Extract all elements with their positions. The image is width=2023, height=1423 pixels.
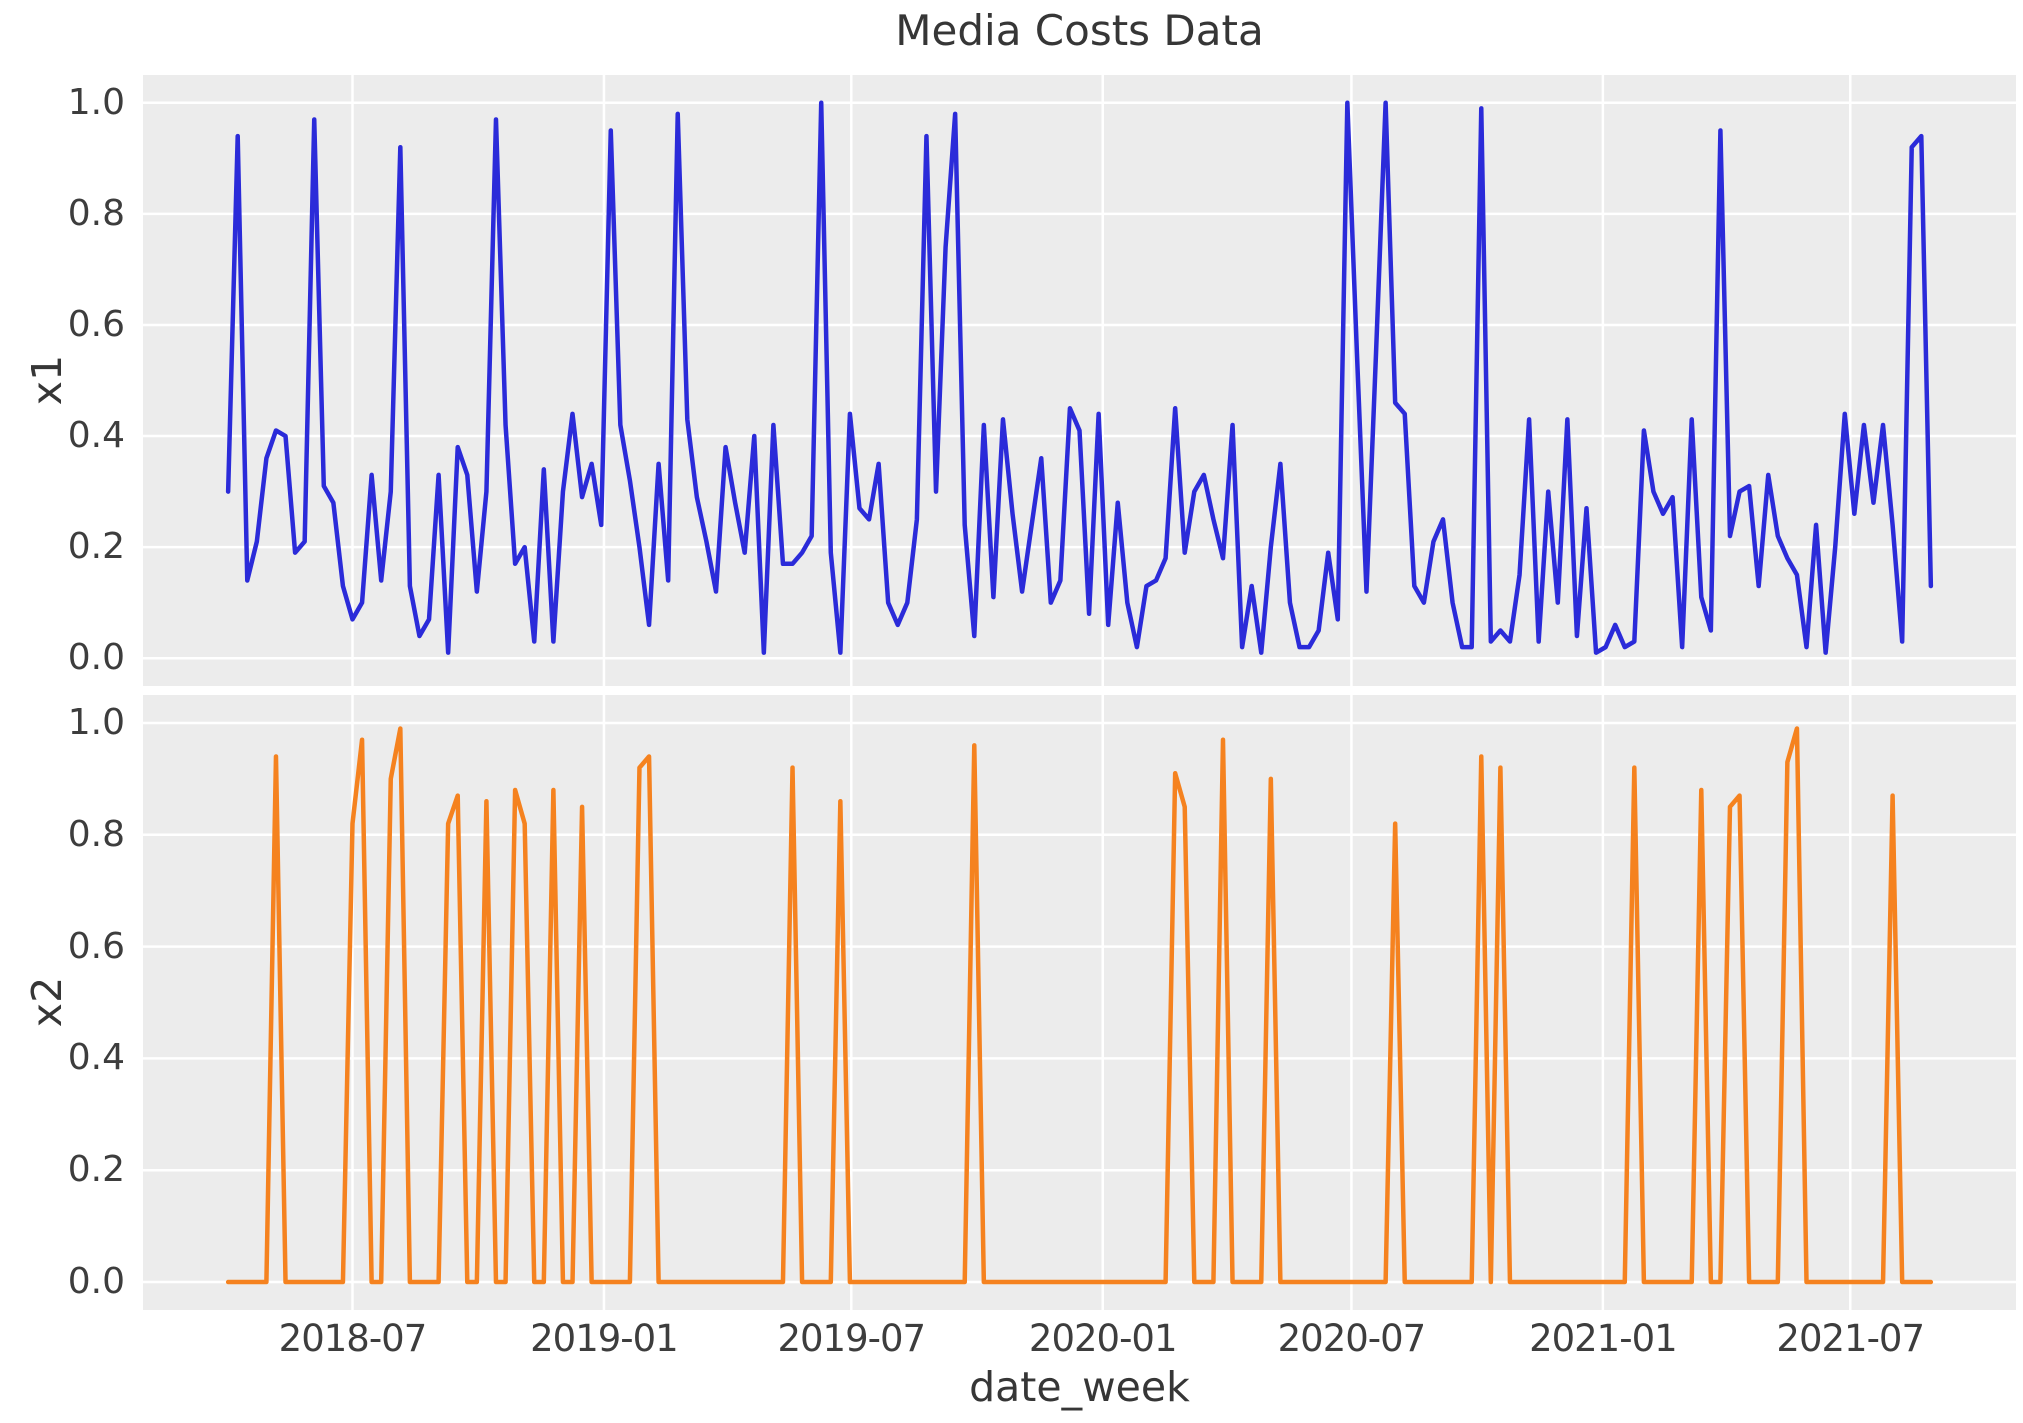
x-tick-label: 2020-07 (1277, 1317, 1427, 1360)
x-axis-label: date_week (969, 1363, 1190, 1411)
x2-line-plot (143, 695, 2016, 1310)
x-tick-label: 2018-07 (278, 1317, 428, 1360)
y-tick-label: 0.4 (67, 1037, 125, 1079)
x1-line-plot (143, 75, 2016, 686)
y-tick-label: 0.0 (67, 637, 125, 679)
y-tick-label: 0.2 (67, 526, 125, 568)
y-tick-label: 0.4 (67, 415, 125, 457)
y-tick-label: 1.0 (67, 701, 125, 743)
y-tick-label: 0.6 (67, 303, 125, 345)
x-tick-label: 2019-07 (777, 1317, 926, 1360)
y-tick-label: 0.8 (67, 813, 125, 855)
y-tick-label: 0.6 (67, 925, 125, 967)
x-tick-label: 2020-01 (1028, 1317, 1178, 1360)
x2-series-line (225, 726, 1934, 1285)
x-tick-label: 2021-07 (1776, 1317, 1925, 1360)
y-axis-label-x1: x1 (23, 354, 71, 406)
y-tick-label: 0.8 (67, 192, 125, 234)
x1-series-line (225, 100, 1934, 655)
y-tick-label: 0.0 (67, 1261, 125, 1303)
y-axis-label-x2: x2 (23, 976, 71, 1028)
y-tick-label: 1.0 (67, 81, 125, 123)
subplot-x1 (143, 75, 2016, 686)
subplot-x2 (143, 695, 2016, 1310)
x-tick-label: 2021-01 (1529, 1317, 1678, 1360)
chart-title: Media Costs Data (895, 6, 1264, 55)
x-tick-label: 2019-01 (530, 1317, 679, 1360)
y-tick-label: 0.2 (67, 1149, 125, 1191)
